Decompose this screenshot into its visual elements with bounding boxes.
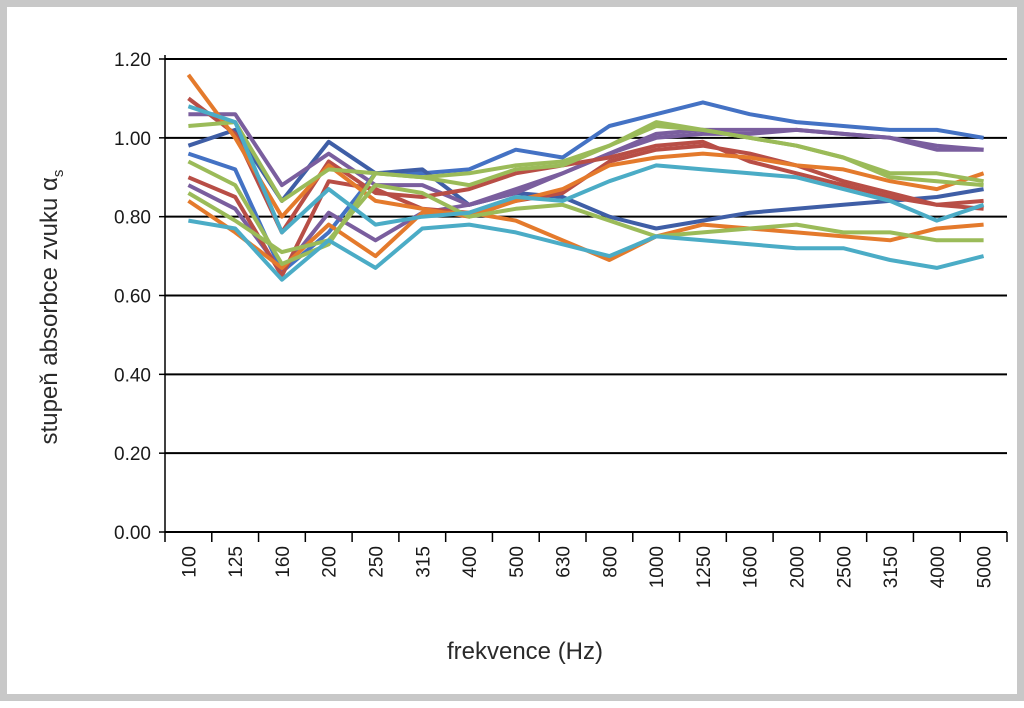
- x-tick-label: 4000: [928, 546, 949, 588]
- x-tick-label: 2000: [788, 546, 809, 588]
- grid-lines: [165, 58, 1007, 455]
- y-axis-title-subscript: s: [50, 170, 67, 178]
- series-line-13: [188, 218, 985, 282]
- y-tick-label: 1.20: [114, 50, 151, 71]
- x-tick-label: 100: [179, 546, 200, 578]
- y-tick-label: 0.00: [114, 523, 151, 544]
- line-chart: 0.00 0.20 0.40 0.60 0.80 1.00 1.20 100 125 160 20…: [36, 50, 1008, 665]
- x-tick-label: 1250: [694, 546, 715, 588]
- x-axis-title: frekvence (Hz): [447, 638, 603, 665]
- series-line-1: [187, 100, 984, 274]
- x-tick-label: 315: [413, 546, 434, 578]
- x-tick-label: 125: [226, 546, 247, 578]
- x-tick-label: 5000: [975, 546, 996, 588]
- y-axis-title: stupeň absorbce zvuku αs: [36, 170, 67, 445]
- x-tick-label: 250: [367, 546, 388, 578]
- series-line-12: [187, 104, 985, 235]
- x-tick-labels: 100 125 160 200 250 315 400 500 630 800 1000 1250 16…: [179, 546, 995, 588]
- series-line-2: [187, 127, 984, 231]
- y-tick-labels: 0.00 0.20 0.40 0.60 0.80 1.00 1.20: [114, 50, 151, 544]
- x-tick-label: 630: [554, 546, 575, 578]
- y-axis-title-main: stupeň absorbce zvuku α: [36, 177, 63, 444]
- y-tick-label: 0.80: [114, 208, 151, 229]
- x-tick-label: 160: [273, 546, 294, 578]
- x-tick-label: 800: [600, 546, 621, 578]
- x-tick-label: 3150: [881, 546, 902, 588]
- y-tick-label: 0.60: [114, 287, 151, 308]
- x-tick-label: 200: [320, 546, 341, 578]
- axes: [159, 55, 1008, 542]
- y-tick-label: 0.40: [114, 365, 151, 386]
- y-tick-label: 1.00: [114, 129, 151, 150]
- series-line-11: [187, 183, 984, 255]
- y-tick-label: 0.20: [114, 444, 151, 465]
- x-tick-label: 1600: [741, 546, 762, 588]
- x-tick-label: 500: [507, 546, 528, 578]
- x-tick-label: 2500: [834, 546, 855, 588]
- series-lines: [186, 73, 985, 282]
- x-tick-label: 1000: [647, 546, 668, 588]
- x-tick-label: 400: [460, 546, 481, 578]
